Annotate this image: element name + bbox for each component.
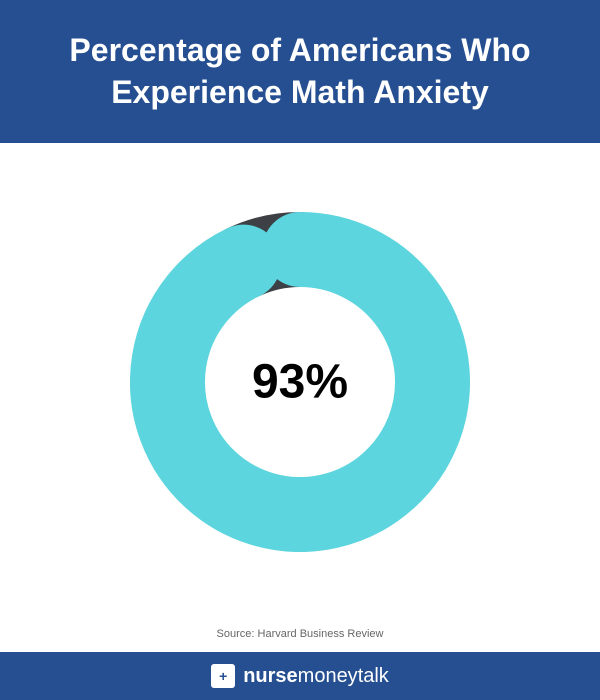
page-title: Percentage of Americans Who Experience M… xyxy=(40,30,560,113)
brand-part-2: money xyxy=(298,665,358,687)
brand-part-3: talk xyxy=(358,665,389,687)
brand-logo-icon: + xyxy=(211,664,235,688)
chart-area: 93% xyxy=(0,143,600,620)
header-panel: Percentage of Americans Who Experience M… xyxy=(0,0,600,143)
percentage-label: 93% xyxy=(252,354,348,409)
donut-chart: 93% xyxy=(130,212,470,552)
brand-part-1: nurse xyxy=(243,665,297,687)
source-text: Source: Harvard Business Review xyxy=(0,620,600,652)
footer-bar: + nursemoneytalk xyxy=(0,652,600,700)
brand-name: nursemoneytalk xyxy=(243,665,389,688)
